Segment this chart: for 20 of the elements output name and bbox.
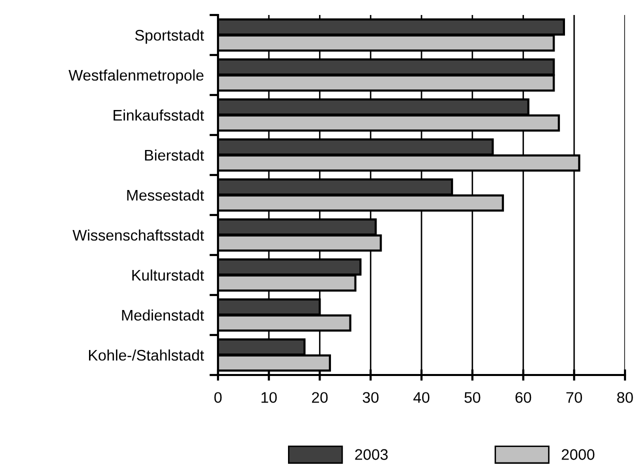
- legend-label: 2000: [562, 449, 594, 460]
- legend-label: 2003: [355, 449, 388, 460]
- x-tick-label: 80: [617, 392, 633, 403]
- x-tick-label: 40: [413, 392, 430, 403]
- y-tick-label: Medienstadt: [122, 309, 204, 321]
- y-tick-label: Einkaufsstadt: [114, 109, 204, 121]
- y-tick-label: Westfalenmetropole: [68, 69, 204, 84]
- x-tick-label: 0: [214, 392, 222, 403]
- y-tick-label: Messestadt: [127, 189, 204, 201]
- x-tick-label: 20: [312, 392, 328, 403]
- y-tick-label: Bierstadt: [145, 149, 204, 161]
- y-tick-label: Kohle-/Stahlstadt: [89, 349, 204, 361]
- y-tick-label: Wissenschaftsstadt: [72, 229, 204, 241]
- y-tick-label: Kulturstadt: [132, 269, 204, 281]
- y-tick-label: Sportstadt: [135, 29, 204, 44]
- x-tick-label: 60: [516, 392, 532, 403]
- x-tick-label: 30: [362, 392, 379, 403]
- x-tick-label: 50: [464, 392, 480, 403]
- x-tick-label: 10: [262, 392, 277, 403]
- x-tick-label: 70: [566, 392, 582, 403]
